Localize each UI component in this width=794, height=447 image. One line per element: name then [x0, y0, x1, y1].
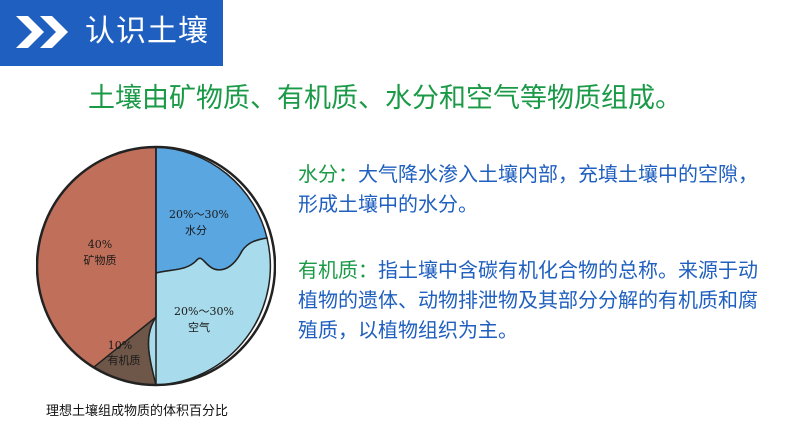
pie-label-organic-percent: 10% [108, 339, 132, 352]
soil-composition-pie: 40% 矿物质 20%～30% 水分 20%～30% 空气 10% 有机质 [36, 145, 276, 387]
organic-paragraph: 有机质：指土壤中含碳有机化合物的总称。来源于动植物的遗体、动物排泄物及其部分分解… [298, 255, 768, 345]
double-chevron-icon [16, 16, 68, 48]
title-bar: 认识土壤 [0, 0, 223, 66]
organic-label: 有机质： [298, 258, 378, 282]
water-text: 大气降水渗入土壤内部，充填土壤中的空隙，形成土壤中的水分。 [298, 162, 758, 216]
headline: 土壤由矿物质、有机质、水分和空气等物质组成。 [88, 83, 682, 114]
pie-label-mineral-percent: 40% [88, 238, 112, 251]
pie-label-mineral-name: 矿物质 [84, 253, 117, 267]
pie-label-air-name: 空气 [188, 320, 210, 334]
pie-caption: 理想土壤组成物质的体积百分比 [46, 404, 229, 419]
water-paragraph: 水分：大气降水渗入土壤内部，充填土壤中的空隙，形成土壤中的水分。 [298, 159, 768, 219]
pie-label-water-percent: 20%～30% [169, 208, 229, 221]
water-label: 水分： [298, 162, 358, 186]
pie-label-air-percent: 20%～30% [174, 305, 234, 318]
page-title: 认识土壤 [85, 14, 209, 49]
pie-label-water-name: 水分 [185, 224, 207, 237]
organic-text: 指土壤中含碳有机化合物的总称。来源于动植物的遗体、动物排泄物及其部分分解的有机质… [298, 258, 758, 342]
pie-label-organic-name: 有机质 [108, 353, 141, 367]
